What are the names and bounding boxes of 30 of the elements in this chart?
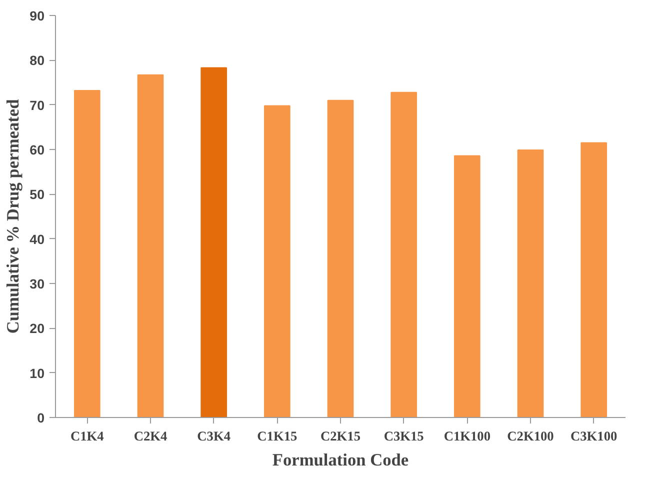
bar (454, 155, 480, 418)
bar (390, 92, 417, 418)
x-tick-label: C1K100 (444, 428, 491, 444)
bar (264, 105, 290, 418)
x-tick-label: C2K15 (320, 428, 361, 444)
bar (200, 67, 227, 418)
y-tick-label: 60 (30, 142, 45, 158)
bar (580, 142, 607, 418)
x-tick-label: C3K100 (570, 428, 618, 444)
x-tick-label: C1K15 (257, 428, 298, 444)
x-tick-label: C3K15 (384, 428, 424, 444)
x-tick-label: C2K4 (134, 428, 168, 444)
bar (137, 74, 164, 418)
x-tick-label: C1K4 (70, 428, 104, 444)
y-tick-label: 30 (30, 276, 45, 292)
x-tick-label: C2K100 (507, 428, 554, 444)
x-tick-label: C3K4 (197, 428, 231, 444)
y-tick-label: 80 (30, 53, 45, 68)
bar (327, 100, 354, 418)
y-tick-label: 20 (30, 321, 45, 336)
y-tick-label: 90 (30, 8, 45, 24)
bar (74, 90, 100, 418)
y-tick-label: 0 (37, 410, 45, 426)
y-tick-label: 50 (30, 187, 45, 202)
y-axis-title: Cumulative % Drug permeated (4, 98, 23, 334)
y-tick-label: 10 (30, 366, 45, 381)
x-axis-title: Formulation Code (272, 450, 409, 470)
y-tick-label: 40 (30, 232, 45, 247)
bar (517, 149, 544, 418)
y-tick-label: 70 (30, 98, 45, 113)
